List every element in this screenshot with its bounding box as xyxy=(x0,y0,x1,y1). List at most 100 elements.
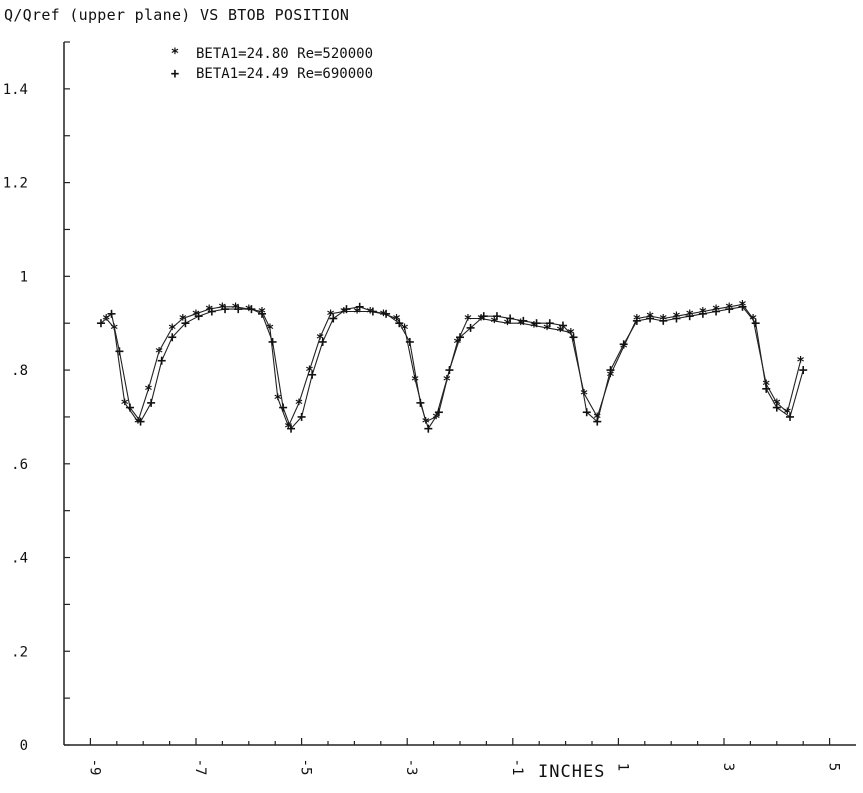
data-point-plus xyxy=(247,305,256,314)
chart-axes: 0 .2 .4 .6 .8 1 1.2 1.4 -9 -7 -5 -3 -1 1 3 5 xyxy=(3,41,856,776)
data-point-plus xyxy=(606,366,615,375)
data-point-star: * xyxy=(316,331,324,347)
series-layer: *********** **** * * * * **** **** * * * * * * * ******… xyxy=(96,298,808,436)
data-point-plus xyxy=(207,307,216,316)
legend-entry-series-1: * BETA1=24.80 Re=520000 xyxy=(168,44,373,64)
data-point-star: * xyxy=(274,392,282,408)
data-point-star: * xyxy=(464,313,472,329)
chart-legend: * BETA1=24.80 Re=520000 + BETA1=24.49 Re… xyxy=(168,44,373,84)
data-point-star: * xyxy=(121,397,129,413)
data-point-plus xyxy=(368,307,377,316)
data-point-plus xyxy=(157,356,166,365)
y-tick-label: 1.4 xyxy=(3,82,28,98)
data-point-star: * xyxy=(366,305,374,321)
data-point-plus xyxy=(126,403,134,412)
data-point-plus xyxy=(685,312,694,321)
data-point-plus xyxy=(405,337,414,346)
legend-label-series-2: BETA1=24.49 Re=690000 xyxy=(196,66,374,82)
star-marker-icon: * xyxy=(170,46,180,62)
data-point-plus xyxy=(698,309,707,318)
data-point-plus xyxy=(672,314,681,323)
data-point-star: * xyxy=(421,416,429,432)
series-2 xyxy=(96,302,808,433)
data-point-plus xyxy=(416,398,425,407)
y-tick-label: 0 xyxy=(20,738,28,754)
x-tick-label: 3 xyxy=(720,763,736,771)
legend-label-series-1: BETA1=24.80 Re=520000 xyxy=(196,46,374,62)
plus-marker-icon: + xyxy=(170,66,180,82)
y-tick-label: .6 xyxy=(11,457,28,473)
data-point-plus xyxy=(558,321,567,330)
data-point-plus xyxy=(466,323,475,332)
data-point-star: * xyxy=(783,406,791,422)
series-1: *********** **** * * * * **** **** * * * * * * * ******… xyxy=(102,298,805,436)
data-point-plus xyxy=(181,319,190,328)
data-point-plus xyxy=(456,333,464,342)
data-point-star: * xyxy=(517,317,525,333)
data-point-star: * xyxy=(530,320,538,336)
data-point-plus xyxy=(115,347,124,356)
data-point-star: * xyxy=(266,322,274,338)
data-point-star: * xyxy=(503,317,511,333)
data-point-star: * xyxy=(305,364,313,380)
data-point-star: * xyxy=(155,345,163,361)
data-point-plus xyxy=(287,424,296,433)
data-point-star: * xyxy=(326,308,334,324)
y-tick-label: 1 xyxy=(20,269,28,285)
data-point-star: * xyxy=(490,315,498,331)
data-point-plus xyxy=(234,305,243,314)
data-point-star: * xyxy=(102,313,110,329)
data-point-plus xyxy=(395,319,404,328)
data-point-plus xyxy=(532,319,541,328)
data-point-plus xyxy=(619,340,628,349)
data-point-plus xyxy=(712,307,721,316)
data-point-plus xyxy=(445,366,454,375)
data-point-plus xyxy=(762,384,771,393)
y-tick-label: .2 xyxy=(11,644,28,660)
data-point-plus xyxy=(772,403,781,412)
data-point-plus xyxy=(582,408,591,417)
data-point-plus xyxy=(221,305,230,314)
x-axis-label: INCHES xyxy=(538,762,606,782)
data-point-star: * xyxy=(392,313,400,329)
data-point-star: * xyxy=(379,308,387,324)
x-tick-label: -3 xyxy=(403,759,419,776)
data-point-star: * xyxy=(295,397,303,413)
data-point-star: * xyxy=(168,322,176,338)
y-tick-label: .4 xyxy=(11,551,28,567)
data-point-plus xyxy=(632,316,641,325)
data-point-plus xyxy=(506,314,515,323)
data-point-plus xyxy=(107,309,116,318)
x-tick-label: -5 xyxy=(298,759,314,776)
data-point-plus xyxy=(308,370,317,379)
data-point-star: * xyxy=(606,369,614,385)
series-line xyxy=(100,306,804,430)
data-point-plus xyxy=(279,403,288,412)
data-point-plus xyxy=(593,417,602,426)
data-point-plus xyxy=(646,314,655,323)
data-point-plus xyxy=(519,316,528,325)
data-point-star: * xyxy=(556,324,564,340)
y-tick-label: .8 xyxy=(11,363,28,379)
data-point-star: * xyxy=(134,416,142,432)
data-point-star: * xyxy=(353,305,361,321)
data-point-plus xyxy=(545,319,554,328)
data-point-plus xyxy=(434,408,443,417)
data-point-plus xyxy=(751,319,760,328)
data-point-plus xyxy=(329,314,338,323)
data-point-plus xyxy=(168,333,177,342)
y-tick-label: 1.2 xyxy=(3,176,28,192)
x-tick-label: 5 xyxy=(826,763,842,771)
data-point-star: * xyxy=(144,383,152,399)
data-point-star: * xyxy=(619,341,627,357)
data-point-plus xyxy=(194,312,203,321)
data-point-star: * xyxy=(179,313,187,329)
legend-entry-series-2: + BETA1=24.49 Re=690000 xyxy=(168,64,373,84)
data-point-plus xyxy=(479,312,488,321)
data-point-plus xyxy=(799,366,808,375)
data-point-plus xyxy=(725,305,734,314)
data-point-plus xyxy=(786,412,794,421)
data-point-plus xyxy=(382,309,391,318)
data-point-plus xyxy=(342,305,351,314)
data-point-star: * xyxy=(400,322,408,338)
